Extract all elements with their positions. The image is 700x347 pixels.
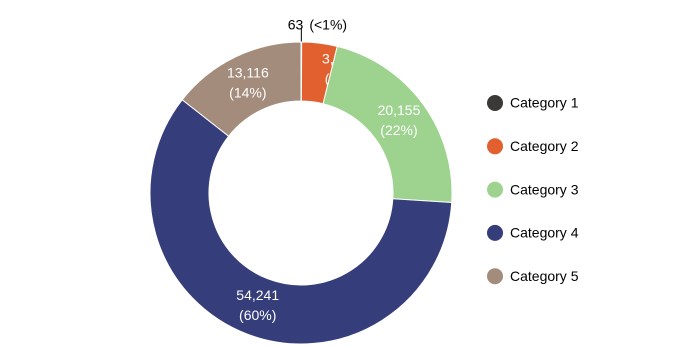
legend-marker: [487, 181, 503, 198]
legend-marker: [487, 224, 503, 241]
percent-label: (14%): [229, 84, 266, 100]
legend-label: Category 2: [510, 138, 579, 154]
legend-label: Category 4: [510, 225, 579, 241]
donut-slice: [149, 99, 453, 345]
percent-label: (22%): [380, 122, 417, 138]
percent-label: (<1%): [309, 17, 347, 33]
legend-label: Category 3: [510, 181, 579, 197]
legend-marker: [487, 138, 503, 155]
data-label: 20,155: [378, 102, 421, 118]
data-label: 13,116: [227, 64, 269, 80]
donut-slice: [181, 41, 302, 137]
data-label: 54,241: [236, 287, 279, 303]
percent-label: (60%): [239, 307, 276, 323]
legend-marker: [487, 268, 503, 285]
legend-label: Category 1: [510, 95, 579, 111]
legend-marker: [487, 95, 503, 111]
data-label: 63: [288, 17, 304, 33]
legend-label: Category 5: [510, 268, 579, 284]
